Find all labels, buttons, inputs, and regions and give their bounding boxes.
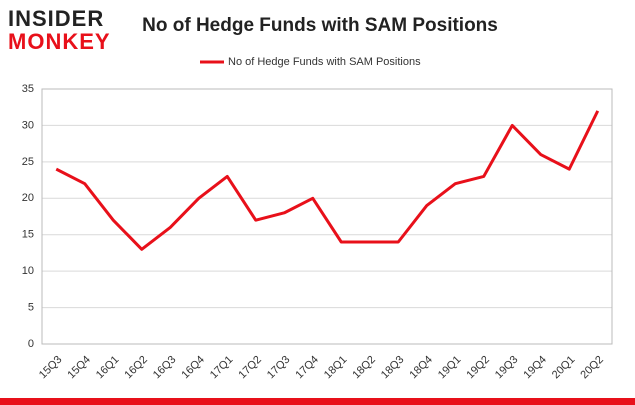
y-tick-label: 30 [22,119,34,131]
plot-frame [41,88,613,345]
y-tick-label: 0 [28,338,34,350]
y-tick-label: 15 [22,229,34,241]
legend-label: No of Hedge Funds with SAM Positions [228,56,421,68]
chart-title: No of Hedge Funds with SAM Positions [142,15,498,36]
brand-line1: INSIDER [8,6,104,31]
y-tick-label: 10 [22,265,34,277]
brand-line2: MONKEY [8,29,111,54]
y-tick-label: 35 [22,83,34,95]
data-line [55,110,600,251]
y-tick-label: 25 [22,156,34,168]
y-tick-label: 5 [28,301,34,313]
bottom-border [0,398,635,405]
y-tick-label: 20 [22,192,34,204]
